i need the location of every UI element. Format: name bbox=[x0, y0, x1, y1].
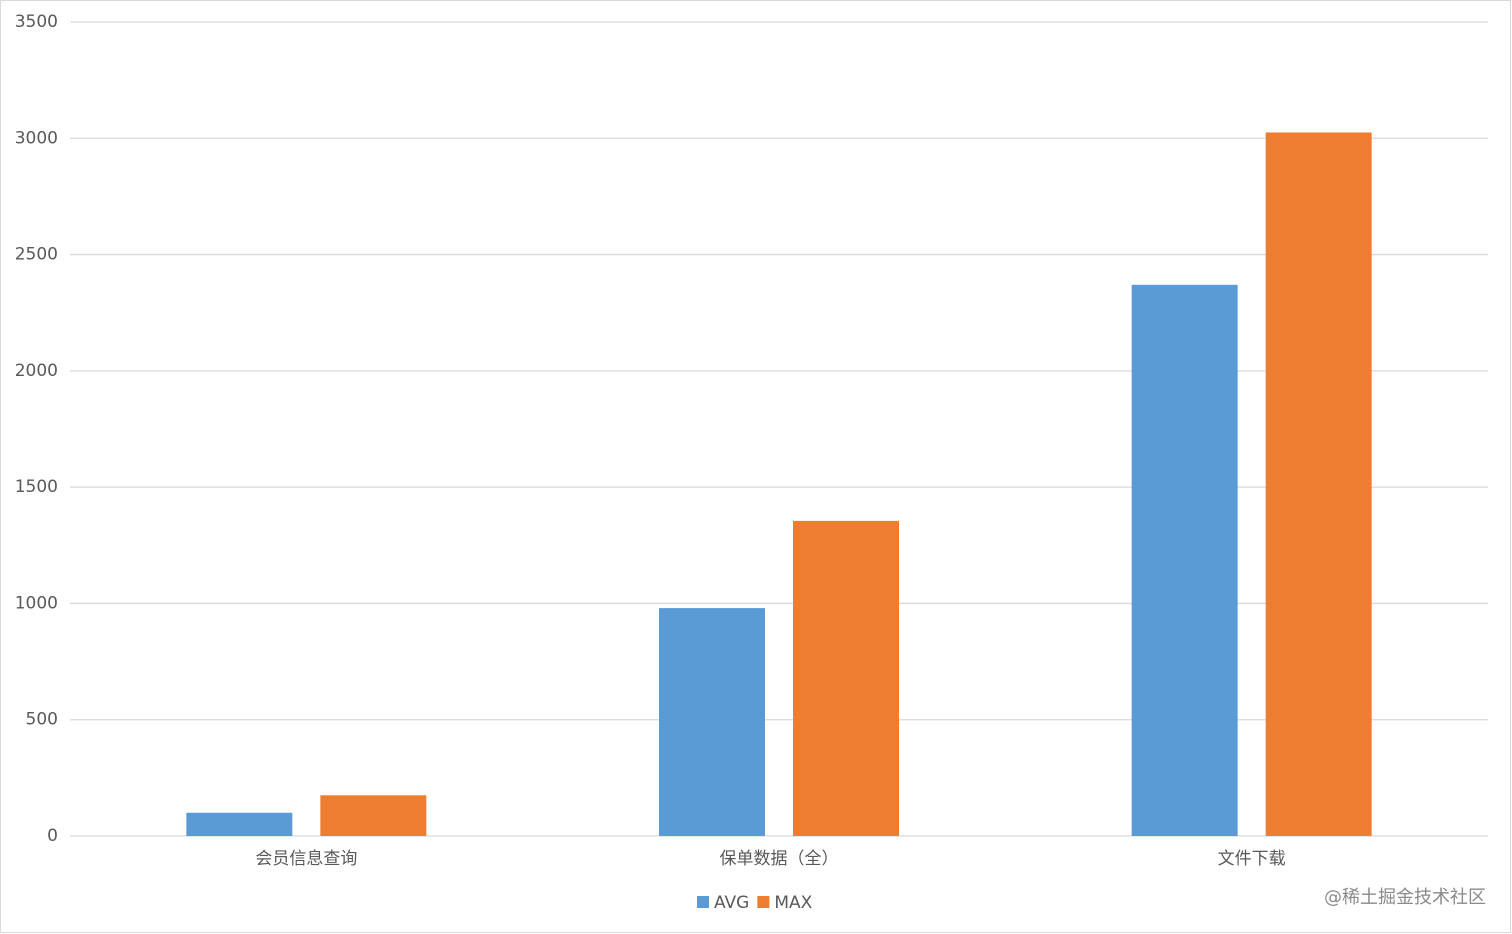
legend-swatch bbox=[697, 896, 709, 908]
y-tick-label: 3500 bbox=[15, 12, 58, 32]
y-tick-label: 0 bbox=[47, 826, 58, 846]
legend-label: MAX bbox=[774, 893, 812, 913]
y-tick-label: 3000 bbox=[15, 128, 58, 148]
y-tick-label: 2500 bbox=[15, 245, 58, 265]
bar bbox=[1265, 132, 1372, 836]
bar bbox=[186, 812, 293, 836]
y-tick-label: 500 bbox=[26, 710, 58, 730]
bar bbox=[793, 520, 899, 836]
x-tick-label: 保单数据（全） bbox=[720, 849, 839, 869]
bar bbox=[1131, 284, 1238, 836]
y-tick-label: 1000 bbox=[15, 593, 58, 613]
x-tick-label: 文件下载 bbox=[1218, 849, 1286, 869]
y-tick-label: 1500 bbox=[15, 477, 58, 497]
bar bbox=[659, 608, 765, 836]
legend-swatch bbox=[757, 896, 770, 908]
bar bbox=[320, 795, 427, 836]
x-tick-label: 会员信息查询 bbox=[255, 849, 357, 869]
watermark: @稀土掘金技术社区 bbox=[1324, 887, 1486, 908]
legend-label: AVG bbox=[714, 893, 749, 913]
y-tick-label: 2000 bbox=[15, 361, 58, 381]
